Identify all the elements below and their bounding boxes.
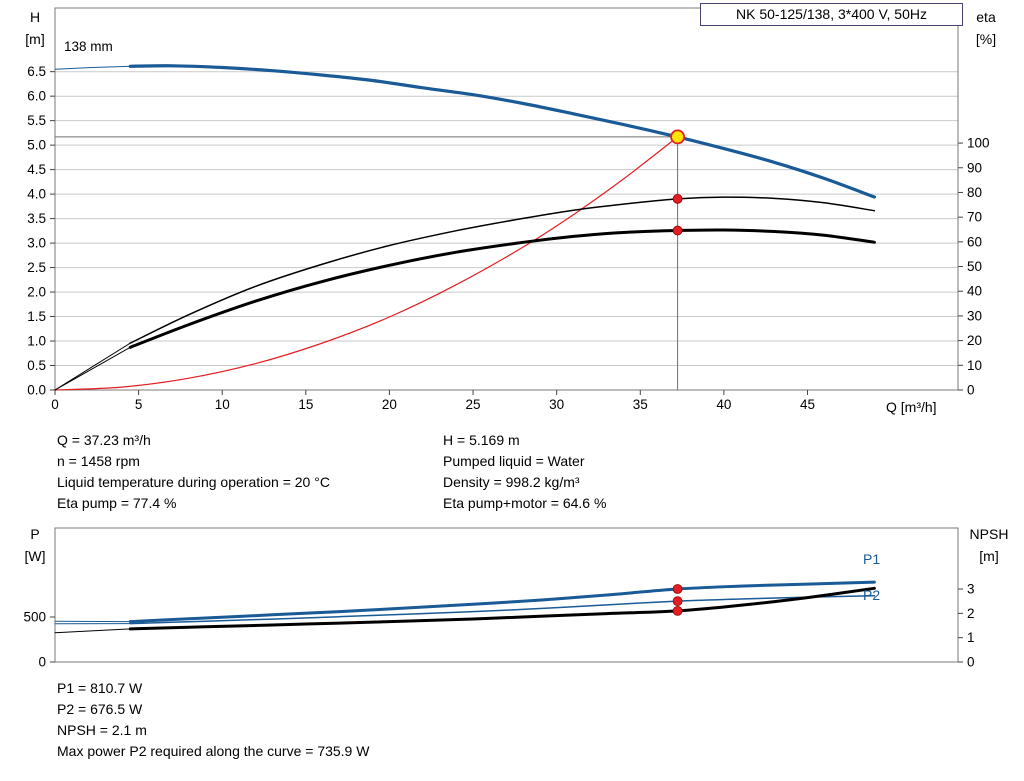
right-tick-label: 80 [967,185,982,200]
eta-pump-motor-curve [128,228,876,349]
x-tick-label: 25 [466,397,481,412]
p1-curve-label: P1 [863,551,881,567]
p1-curve [128,580,876,624]
left-tick-label: 5.0 [27,138,46,153]
right-tick-label: 3 [967,582,975,597]
left-tick-label: 2.5 [27,260,46,275]
eta-pump-curve [129,196,876,344]
duty-readout-left: Q = 37.23 m³/h n = 1458 rpm Liquid tempe… [57,430,330,514]
eta-pump-point [672,193,683,204]
x-tick-label: 45 [800,397,815,412]
left-tick-label: 1.5 [27,309,46,324]
x-tick-label: 5 [135,397,143,412]
right-tick-label: 40 [967,284,982,299]
power-npsh-chart: 0 500 0 1 2 3 [23,527,975,670]
readout-eta-pump-motor: Eta pump+motor = 64.6 % [443,495,607,511]
left-tick-label: 4.5 [27,162,46,177]
qh-curve-138mm [128,64,876,199]
readout-p2: P2 = 676.5 W [57,701,143,717]
p2-point [672,596,683,606]
left-tick-label: 5.5 [27,113,46,128]
right-tick-label: 70 [967,210,982,225]
h-axis-title-symbol: H [29,9,41,25]
left-tick-label: 2.0 [27,285,46,300]
p1-point [672,584,683,594]
pump-model-title: NK 50-125/138, 3*400 V, 50Hz [700,3,963,26]
left-tick-label: 0.5 [27,358,46,373]
x-tick-label: 10 [215,397,230,412]
right-tick-label: 60 [967,234,982,249]
left-tick-label: 3.5 [27,211,46,226]
impeller-diameter-label: 138 mm [64,39,113,54]
eta-pump-motor-point [672,225,683,236]
p-axis-title: P [W] [18,523,52,567]
right-tick-label: 100 [967,136,990,151]
p2-curve [129,595,876,625]
x-tick-label: 35 [633,397,648,412]
left-tick-label: 3.0 [27,236,46,251]
p-axis-title-unit: [W] [24,548,46,564]
npsh-curve-lead [54,628,131,634]
eta-pump-motor-lead [54,346,131,391]
left-tick-label: 0.0 [27,383,46,398]
left-tick-label: 6.0 [27,89,46,104]
npsh-axis-title-unit: [m] [979,548,999,564]
readout-speed: n = 1458 rpm [57,453,140,469]
x-tick-label: 20 [382,397,397,412]
right-tick-label: 1 [967,630,975,645]
qh-curve-lead [54,65,131,70]
power-readout: P1 = 810.7 W P2 = 676.5 W NPSH = 2.1 m M… [57,678,369,762]
left-tick-label: 500 [23,610,46,625]
eta-axis-title: eta [%] [960,6,1012,50]
right-tick-label: 0 [967,655,975,670]
right-tick-label: 50 [967,259,982,274]
right-tick-label: 0 [967,383,975,398]
x-tick-label: 40 [716,397,731,412]
x-tick-label: 0 [51,397,59,412]
x-tick-label: 30 [549,397,564,412]
readout-head: H = 5.169 m [443,432,520,448]
readout-density: Density = 998.2 kg/m³ [443,474,580,490]
readout-p1: P1 = 810.7 W [57,680,143,696]
duty-point[interactable] [670,129,685,145]
readout-liquid-temp: Liquid temperature during operation = 20… [57,474,330,490]
right-tick-label: 90 [967,160,982,175]
readout-pumped-liquid: Pumped liquid = Water [443,453,585,469]
h-axis-title-unit: [m] [25,31,45,47]
qh-eta-chart: 0.0 0.5 1.0 1.5 2.0 2.5 3.0 3.5 4.0 4.5 5.0 5.5 6.0 6… [27,7,990,412]
readout-flow: Q = 37.23 m³/h [57,432,151,448]
right-tick-label: 20 [967,333,982,348]
npsh-curve [128,586,876,631]
system-curve [54,136,679,391]
plot-frame [54,527,959,663]
left-tick-label: 1.0 [27,334,46,349]
duty-readout-right: H = 5.169 m Pumped liquid = Water Densit… [443,430,606,514]
npsh-axis-title: NPSH [m] [958,523,1020,567]
readout-eta-pump: Eta pump = 77.4 % [57,495,177,511]
npsh-point [672,606,683,616]
left-tick-label: 6.5 [27,64,46,79]
npsh-axis-title-symbol: NPSH [969,526,1009,542]
right-tick-label: 30 [967,308,982,323]
p-axis-title-symbol: P [30,526,40,542]
p2-curve-label: P2 [863,587,881,603]
eta-axis-title-unit: [%] [975,31,997,47]
left-tick-label: 0 [38,655,46,670]
readout-max-p2: Max power P2 required along the curve = … [57,743,370,759]
plot-frame [54,7,959,391]
x-tick-label: 15 [298,397,313,412]
left-tick-label: 4.0 [27,187,46,202]
right-tick-label: 10 [967,358,982,373]
right-tick-label: 2 [967,606,975,621]
eta-pump-lead [54,342,131,391]
eta-axis-title-symbol: eta [976,9,996,25]
readout-npsh: NPSH = 2.1 m [57,722,147,738]
q-axis-label: Q [m³/h] [886,399,937,415]
h-axis-title: H [m] [18,6,52,50]
